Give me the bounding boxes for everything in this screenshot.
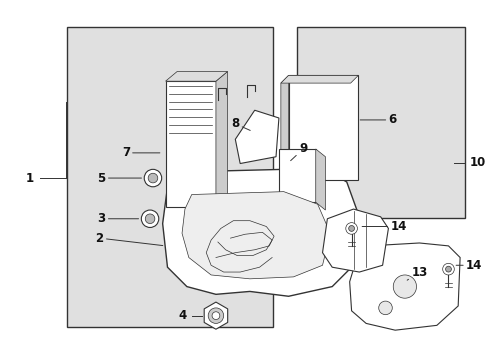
Text: 4: 4: [178, 309, 186, 322]
Circle shape: [345, 222, 357, 234]
Text: 13: 13: [407, 266, 427, 280]
Text: 11: 11: [0, 359, 1, 360]
Text: 7: 7: [122, 147, 160, 159]
Circle shape: [148, 173, 158, 183]
Text: 12: 12: [0, 359, 1, 360]
Polygon shape: [349, 243, 459, 330]
Polygon shape: [216, 72, 227, 207]
Text: 9: 9: [290, 143, 306, 161]
Text: 10: 10: [469, 156, 485, 169]
Polygon shape: [204, 302, 227, 329]
Circle shape: [144, 169, 162, 187]
Polygon shape: [322, 209, 387, 272]
Bar: [288, 75, 358, 180]
Circle shape: [392, 275, 416, 298]
Bar: [66, 27, 272, 327]
Text: 14: 14: [455, 259, 481, 272]
Bar: [165, 81, 216, 207]
Circle shape: [212, 312, 220, 320]
Polygon shape: [163, 168, 359, 296]
Polygon shape: [315, 149, 325, 210]
Polygon shape: [235, 110, 278, 163]
Bar: [278, 149, 315, 202]
Bar: [296, 27, 464, 219]
Circle shape: [208, 308, 223, 323]
Text: 1: 1: [26, 172, 34, 185]
Circle shape: [141, 210, 159, 228]
Text: 6: 6: [360, 113, 396, 126]
Circle shape: [378, 301, 391, 315]
Text: 5: 5: [97, 172, 141, 185]
Polygon shape: [280, 75, 358, 83]
Text: 14: 14: [362, 220, 406, 233]
Circle shape: [442, 263, 453, 275]
Polygon shape: [280, 75, 288, 188]
Polygon shape: [165, 72, 227, 81]
Text: 2: 2: [96, 231, 163, 246]
Text: 3: 3: [97, 212, 138, 225]
Polygon shape: [182, 192, 329, 279]
Circle shape: [348, 225, 354, 231]
Circle shape: [445, 266, 450, 272]
Text: 8: 8: [231, 117, 250, 130]
Circle shape: [145, 214, 155, 224]
